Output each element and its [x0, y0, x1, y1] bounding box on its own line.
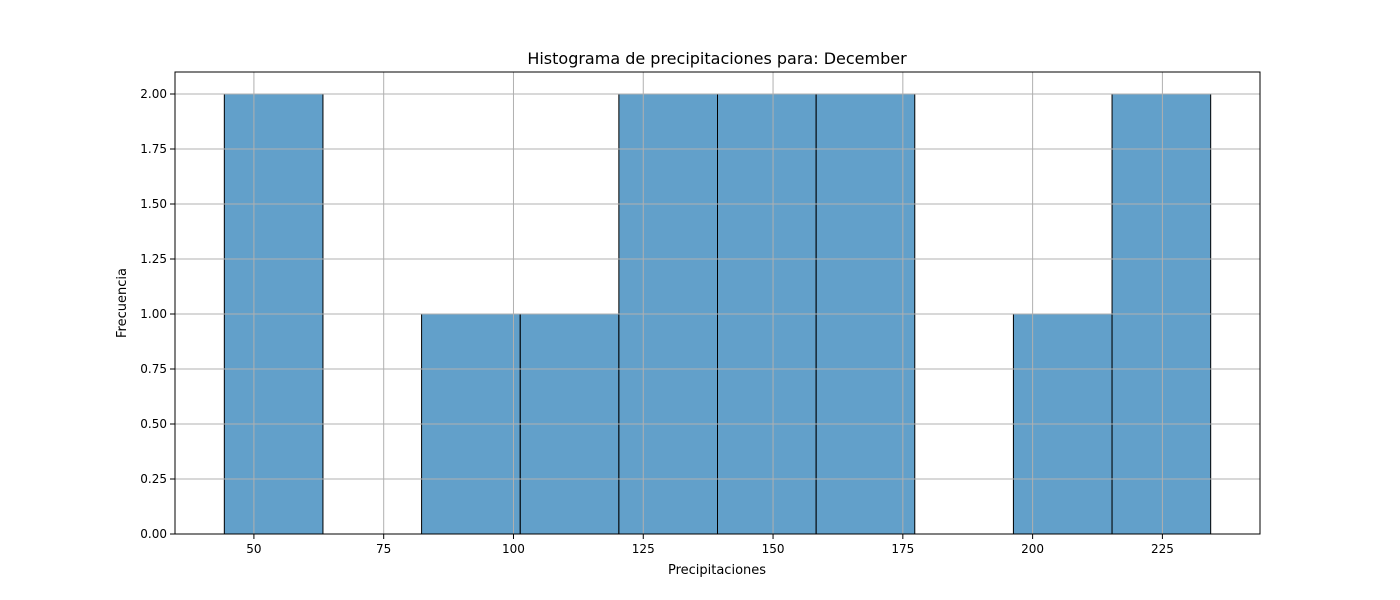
y-tick-label: 1.25	[140, 252, 167, 266]
x-axis-label: Precipitaciones	[668, 563, 766, 578]
y-axis-label: Frecuencia	[115, 268, 130, 338]
y-tick-label: 2.00	[140, 87, 167, 101]
x-tick-label: 75	[376, 542, 391, 556]
y-tick-label: 0.75	[140, 362, 167, 376]
y-tick-label: 1.75	[140, 142, 167, 156]
x-axis-ticks: 50 75 100 125 150 175 200 225	[246, 534, 1174, 556]
x-tick-label: 175	[891, 542, 914, 556]
y-axis-ticks: 0.00 0.25 0.50 0.75 1.00 1.25 1.50 1.75 2.00	[140, 87, 175, 541]
x-tick-label: 50	[246, 542, 261, 556]
grid-lines	[175, 72, 1260, 535]
plot-frame	[174, 71, 1261, 535]
x-tick-label: 125	[632, 542, 655, 556]
y-tick-label: 1.50	[140, 197, 167, 211]
y-tick-label: 1.00	[140, 307, 167, 321]
x-tick-label: 100	[502, 542, 525, 556]
y-tick-label: 0.25	[140, 472, 167, 486]
x-tick-label: 150	[762, 542, 785, 556]
y-tick-label: 0.50	[140, 417, 167, 431]
x-tick-label: 200	[1021, 542, 1044, 556]
x-tick-label: 225	[1151, 542, 1174, 556]
chart-title: Histograma de precipitaciones para: Dece…	[527, 49, 907, 68]
y-tick-label: 0.00	[140, 527, 167, 541]
